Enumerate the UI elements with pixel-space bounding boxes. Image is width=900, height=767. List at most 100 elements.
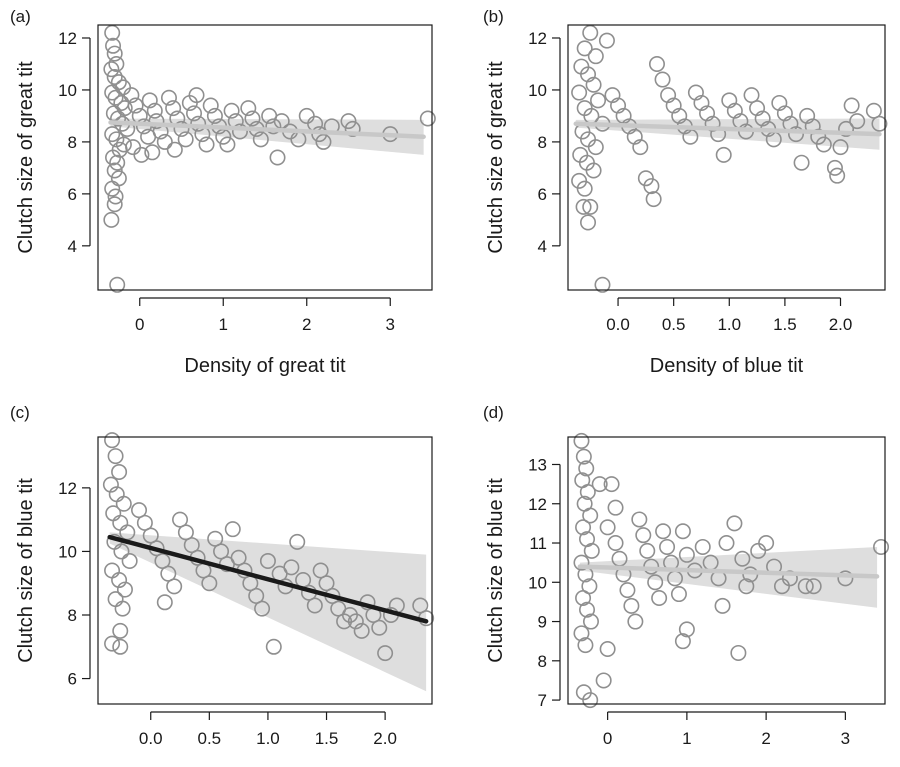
data-point xyxy=(156,594,173,611)
data-point xyxy=(607,535,624,552)
x-tick-label: 1 xyxy=(682,729,691,748)
x-axis: 0 1 2 3 xyxy=(135,297,395,334)
data-point xyxy=(107,89,124,106)
y-tick-label: 10 xyxy=(528,81,547,100)
y-tick-label: 8 xyxy=(68,606,77,625)
data-point xyxy=(754,110,771,127)
panel-label: (c) xyxy=(10,403,30,422)
x-tick-label: 2.0 xyxy=(373,729,397,748)
data-point xyxy=(699,105,716,122)
data-point xyxy=(106,68,123,85)
data-point xyxy=(815,136,832,153)
data-point xyxy=(115,136,132,153)
y-tick-label: 10 xyxy=(58,81,77,100)
data-point xyxy=(865,102,882,119)
data-point xyxy=(576,40,593,57)
data-point xyxy=(146,102,163,119)
data-point xyxy=(660,87,677,104)
y-axis-title: Clutch size of great tit xyxy=(15,61,37,254)
data-point xyxy=(582,507,599,524)
x-tick-label: 2.0 xyxy=(829,315,853,334)
data-point xyxy=(230,549,247,566)
data-point xyxy=(283,559,300,576)
data-point xyxy=(594,276,611,293)
data-point xyxy=(148,113,165,130)
data-point xyxy=(412,597,429,614)
y-tick-label: 8 xyxy=(538,652,547,671)
data-point xyxy=(160,89,177,106)
data-point xyxy=(718,535,735,552)
y-tick-label: 10 xyxy=(58,542,77,561)
data-point xyxy=(107,448,124,465)
data-point xyxy=(240,100,257,117)
y-tick-label: 11 xyxy=(529,534,547,553)
data-point xyxy=(670,586,687,603)
x-tick-label: 0.0 xyxy=(139,729,163,748)
y-axis: 4 6 8 10 12 xyxy=(58,29,91,256)
data-point xyxy=(573,554,590,571)
data-point xyxy=(582,198,599,215)
data-point xyxy=(582,24,599,41)
data-point xyxy=(580,214,597,231)
confidence-band xyxy=(579,546,878,608)
data-point xyxy=(635,527,652,544)
data-point xyxy=(749,100,766,117)
data-point xyxy=(607,499,624,516)
data-points xyxy=(103,24,436,293)
data-point xyxy=(873,538,890,555)
data-point xyxy=(575,198,592,215)
data-point xyxy=(108,55,125,72)
x-tick-label: 1 xyxy=(219,315,228,334)
plot-frame xyxy=(97,436,433,705)
data-point xyxy=(573,625,590,642)
data-point xyxy=(183,537,200,554)
data-point xyxy=(177,131,194,148)
data-point xyxy=(577,637,594,654)
plot-frame xyxy=(567,24,886,291)
data-point xyxy=(144,144,161,161)
x-tick-label: 3 xyxy=(386,315,395,334)
x-tick-label: 1.0 xyxy=(256,729,280,748)
data-point xyxy=(254,600,271,617)
data-point xyxy=(213,543,230,560)
data-point xyxy=(715,146,732,163)
x-tick-label: 2 xyxy=(761,729,770,748)
y-tick-label: 6 xyxy=(68,670,77,689)
data-point xyxy=(116,581,133,598)
y-tick-label: 12 xyxy=(58,29,77,48)
data-point xyxy=(610,97,627,114)
x-tick-label: 0.5 xyxy=(198,729,222,748)
data-point xyxy=(583,542,600,559)
data-point xyxy=(172,511,189,528)
data-point xyxy=(340,113,357,130)
data-point xyxy=(623,597,640,614)
data-point xyxy=(678,621,695,638)
data-point xyxy=(849,113,866,130)
x-axis: 0 1 2 3 xyxy=(603,711,850,748)
x-tick-label: 1.5 xyxy=(315,729,339,748)
data-point xyxy=(654,71,671,88)
data-point xyxy=(647,574,664,591)
data-point xyxy=(714,597,731,614)
x-tick-label: 3 xyxy=(841,729,850,748)
data-point xyxy=(166,141,183,158)
data-point xyxy=(186,105,203,122)
data-point xyxy=(206,107,223,124)
data-point xyxy=(582,613,599,630)
y-axis: 6 8 10 12 xyxy=(58,479,91,689)
y-tick-label: 4 xyxy=(68,237,77,256)
x-axis-title: Density of great tit xyxy=(184,355,346,377)
data-point xyxy=(674,523,691,540)
data-point xyxy=(103,211,120,228)
y-axis-title: Clutch size of great tit xyxy=(485,61,507,254)
x-axis-title: Density of blue tit xyxy=(650,355,804,377)
data-point xyxy=(112,638,129,655)
data-point xyxy=(371,619,388,636)
data-point xyxy=(643,178,660,195)
data-point xyxy=(632,139,649,156)
data-point xyxy=(743,87,760,104)
data-point xyxy=(223,102,240,119)
data-point xyxy=(107,188,124,205)
x-tick-label: 0.0 xyxy=(606,315,630,334)
data-point xyxy=(166,578,183,595)
